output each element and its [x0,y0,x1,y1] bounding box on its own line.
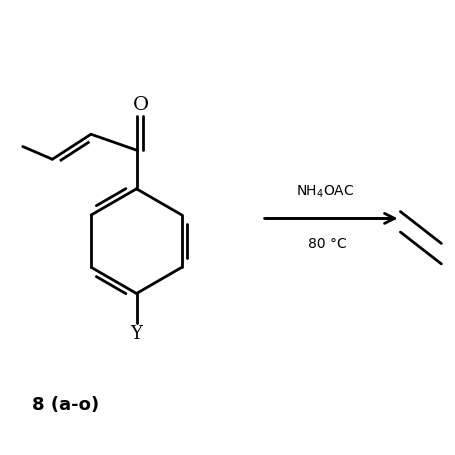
Text: O: O [133,96,149,114]
Text: Y: Y [131,325,142,344]
Text: 8 (a-o): 8 (a-o) [32,396,99,414]
Text: NH$_4$OAC: NH$_4$OAC [296,184,354,200]
Text: 80 °C: 80 °C [308,237,347,251]
